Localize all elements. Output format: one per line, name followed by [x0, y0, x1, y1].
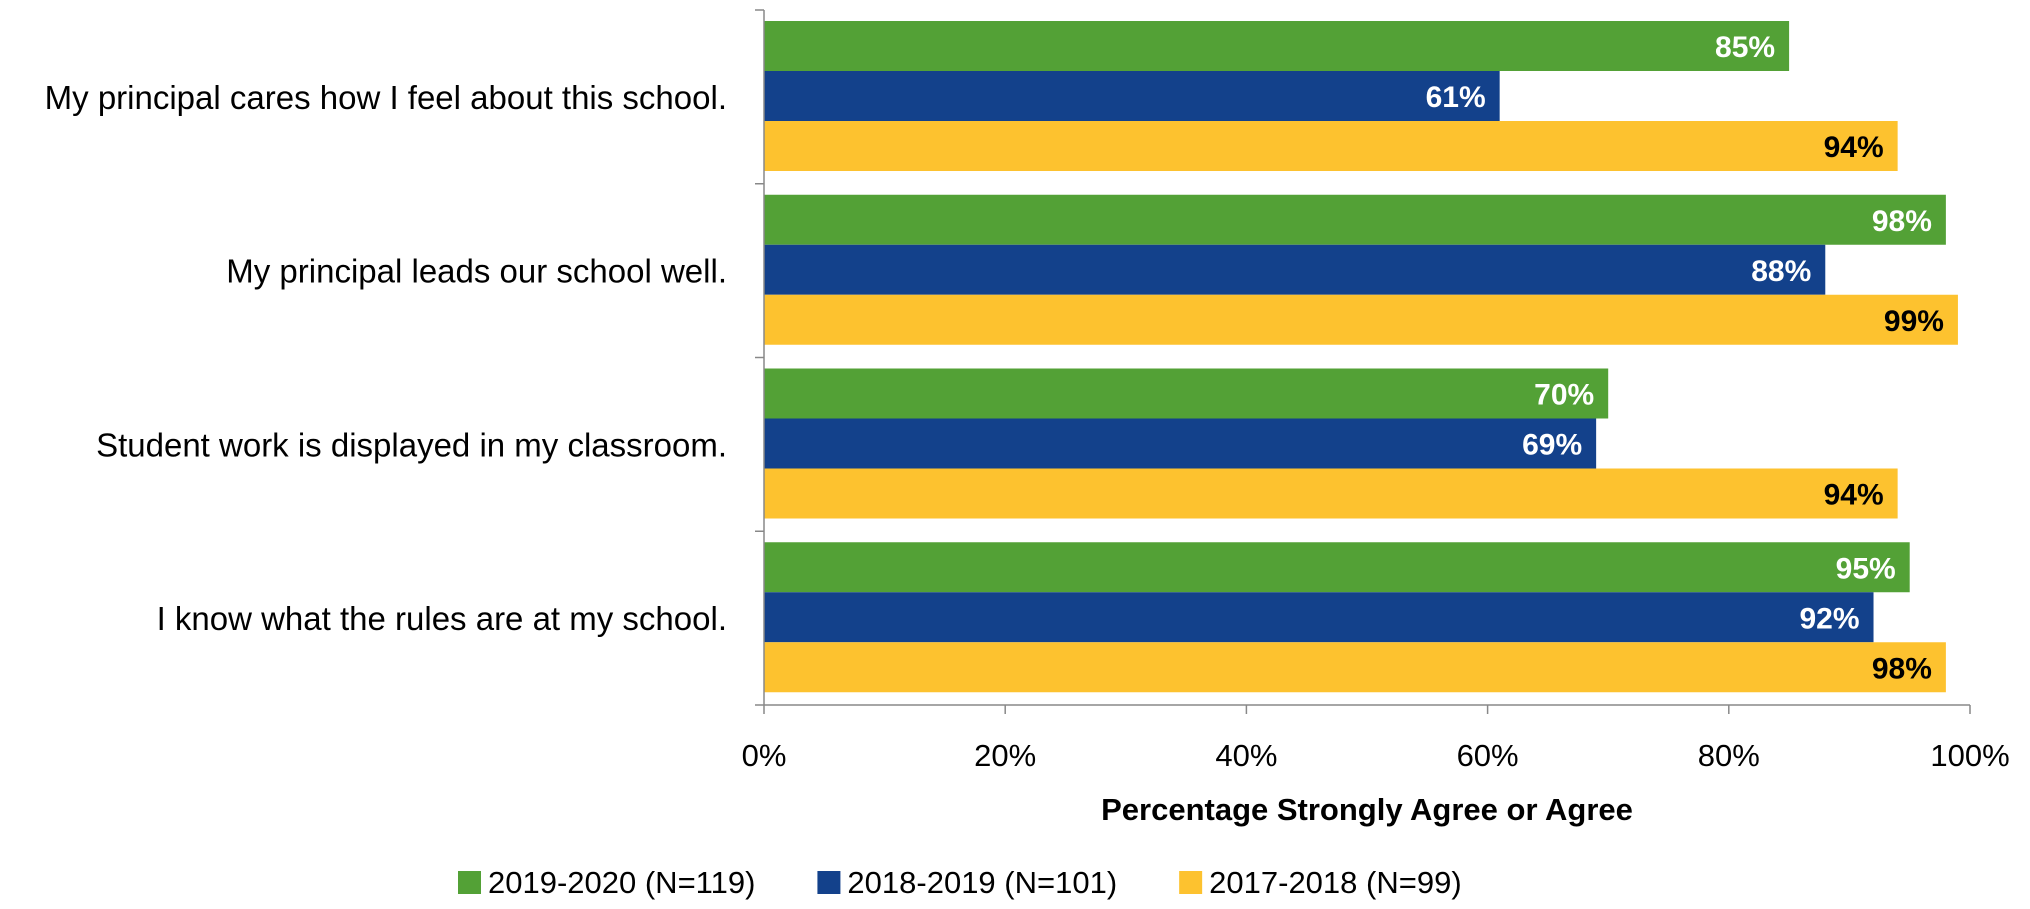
bar-value-label: 98%: [1872, 205, 1932, 238]
category-label-4: I know what the rules are at my school.: [157, 600, 727, 637]
bar-3-3: [764, 468, 1898, 519]
bar-labels-group: 85% 61% 94% 98% 88% 99% 70% 69% 94% 95% 92% 98%: [1426, 31, 1944, 685]
x-tick-label: 40%: [1215, 738, 1277, 773]
bar-value-label: 94%: [1824, 479, 1884, 512]
x-tick-label: 0%: [742, 738, 787, 773]
axes-group: [755, 9, 1970, 706]
bar-value-label: 61%: [1426, 81, 1486, 114]
x-tick-label: 20%: [974, 738, 1036, 773]
legend-swatch-2: [817, 871, 841, 894]
bar-value-label: 69%: [1522, 429, 1582, 462]
bar-2-2: [764, 244, 1826, 295]
category-label-1: My principal cares how I feel about this…: [45, 79, 727, 116]
legend-swatch-3: [1179, 871, 1203, 894]
x-tick-label: 100%: [1930, 738, 2009, 773]
x-ticks-group: 0% 20% 40% 60% 80% 100%: [742, 705, 2010, 773]
bar-value-label: 85%: [1715, 31, 1775, 64]
bar-3-1: [764, 121, 1898, 171]
x-tick-label: 60%: [1457, 738, 1519, 773]
x-tick-label: 80%: [1698, 738, 1760, 773]
bar-value-label: 70%: [1534, 379, 1594, 412]
legend-label-3: 2017-2018 (N=99): [1209, 865, 1461, 900]
x-axis-title: Percentage Strongly Agree or Agree: [1101, 792, 1633, 827]
bar-value-label: 95%: [1836, 552, 1896, 585]
bar-1-3: [764, 368, 1609, 419]
bar-1-2: [764, 194, 1946, 245]
bar-value-label: 98%: [1872, 652, 1932, 685]
bar-1-1: [764, 21, 1790, 71]
bar-2-4: [764, 592, 1874, 643]
bar-value-label: 94%: [1824, 131, 1884, 164]
bar-value-label: 92%: [1799, 602, 1859, 635]
bars-group: [764, 21, 1958, 693]
legend-swatch-1: [458, 871, 481, 894]
bar-3-4: [764, 642, 1946, 693]
bar-1-4: [764, 542, 1910, 593]
category-label-3: Student work is displayed in my classroo…: [96, 426, 727, 463]
bar-2-3: [764, 418, 1597, 469]
legend: 2019-2020 (N=119) 2018-2019 (N=101) 2017-2…: [458, 865, 1462, 900]
bar-3-2: [764, 294, 1958, 345]
legend-label-1: 2019-2020 (N=119): [488, 865, 755, 900]
category-label-2: My principal leads our school well.: [226, 253, 727, 290]
bar-2-1: [764, 71, 1500, 121]
bar-value-label: 99%: [1884, 305, 1944, 338]
legend-label-2: 2018-2019 (N=101): [847, 865, 1117, 900]
bar-value-label: 88%: [1751, 255, 1811, 288]
category-labels-group: My principal cares how I feel about this…: [45, 79, 727, 637]
